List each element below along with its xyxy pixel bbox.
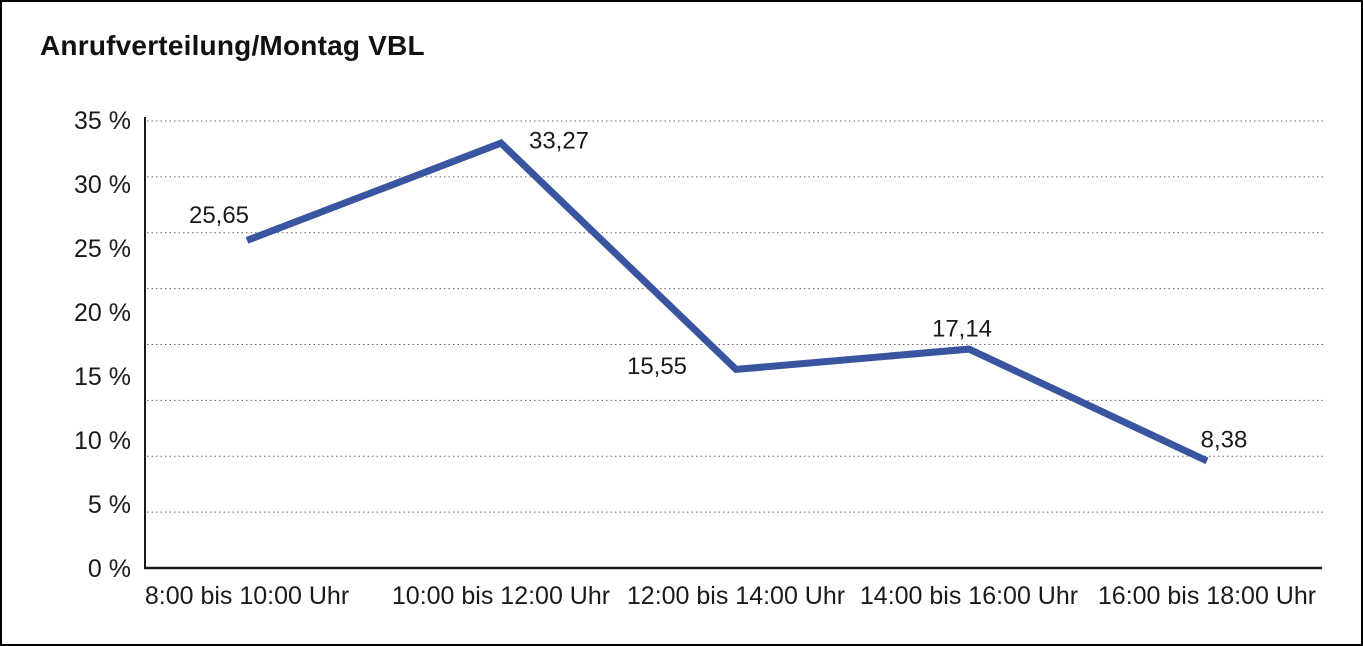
y-axis-tick-label: 5 % bbox=[88, 491, 131, 519]
data-point-label: 17,14 bbox=[932, 316, 992, 343]
x-axis-category-label: 10:00 bis 12:00 Uhr bbox=[392, 582, 610, 610]
x-axis-category-label: 8:00 bis 10:00 Uhr bbox=[145, 582, 349, 610]
chart-title: Anrufverteilung/Montag VBL bbox=[40, 30, 425, 61]
data-point-label: 8,38 bbox=[1201, 426, 1248, 453]
x-axis-category-label: 12:00 bis 14:00 Uhr bbox=[627, 582, 845, 610]
y-axis-tick-label: 25 % bbox=[74, 235, 131, 263]
x-axis-category-label: 14:00 bis 16:00 Uhr bbox=[860, 582, 1078, 610]
x-axis-category-label: 16:00 bis 18:00 Uhr bbox=[1098, 582, 1316, 610]
y-axis-tick-label: 15 % bbox=[74, 363, 131, 391]
y-axis-tick-label: 20 % bbox=[74, 299, 131, 327]
data-point-label: 25,65 bbox=[189, 202, 249, 229]
data-point-label: 33,27 bbox=[529, 128, 589, 155]
y-axis-tick-label: 30 % bbox=[74, 171, 131, 199]
y-axis-tick-label: 0 % bbox=[88, 555, 131, 583]
data-series-line bbox=[245, 139, 1209, 465]
y-axis-tick-label: 10 % bbox=[74, 427, 131, 455]
data-point-label: 15,55 bbox=[627, 353, 687, 380]
y-axis-tick-label: 35 % bbox=[74, 107, 131, 135]
